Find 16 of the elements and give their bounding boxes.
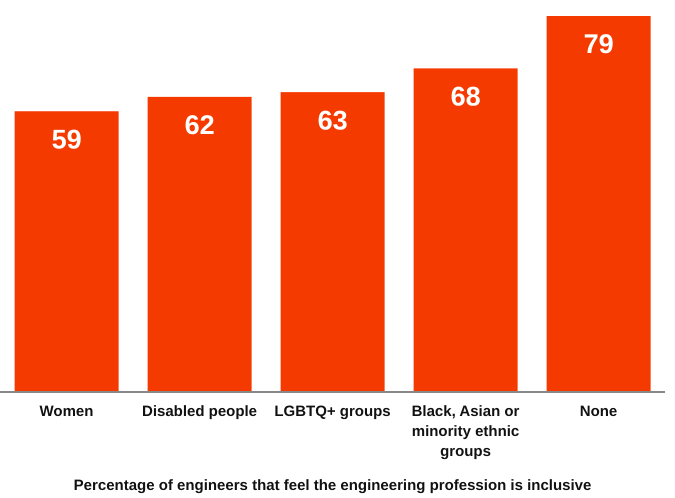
data-label: 79 [584, 29, 614, 60]
x-tick-label: LGBTQ+ groups [274, 403, 391, 420]
bar [414, 68, 518, 392]
x-axis-title: Percentage of engineers that feel the engineering profession is inclusive [74, 477, 592, 494]
x-tick-label: Black, Asian or minority ethnic groups [412, 403, 520, 460]
x-tick-label: Women [40, 403, 94, 420]
x-tick-label: Disabled people [142, 403, 258, 420]
data-label: 62 [184, 110, 215, 140]
bar [148, 96, 252, 392]
data-label: 63 [318, 105, 348, 136]
bar [14, 111, 119, 392]
x-tick-label: None [580, 403, 618, 420]
bar [546, 16, 651, 392]
data-label: 59 [52, 124, 82, 154]
data-label: 68 [450, 82, 481, 112]
bar [280, 92, 385, 392]
